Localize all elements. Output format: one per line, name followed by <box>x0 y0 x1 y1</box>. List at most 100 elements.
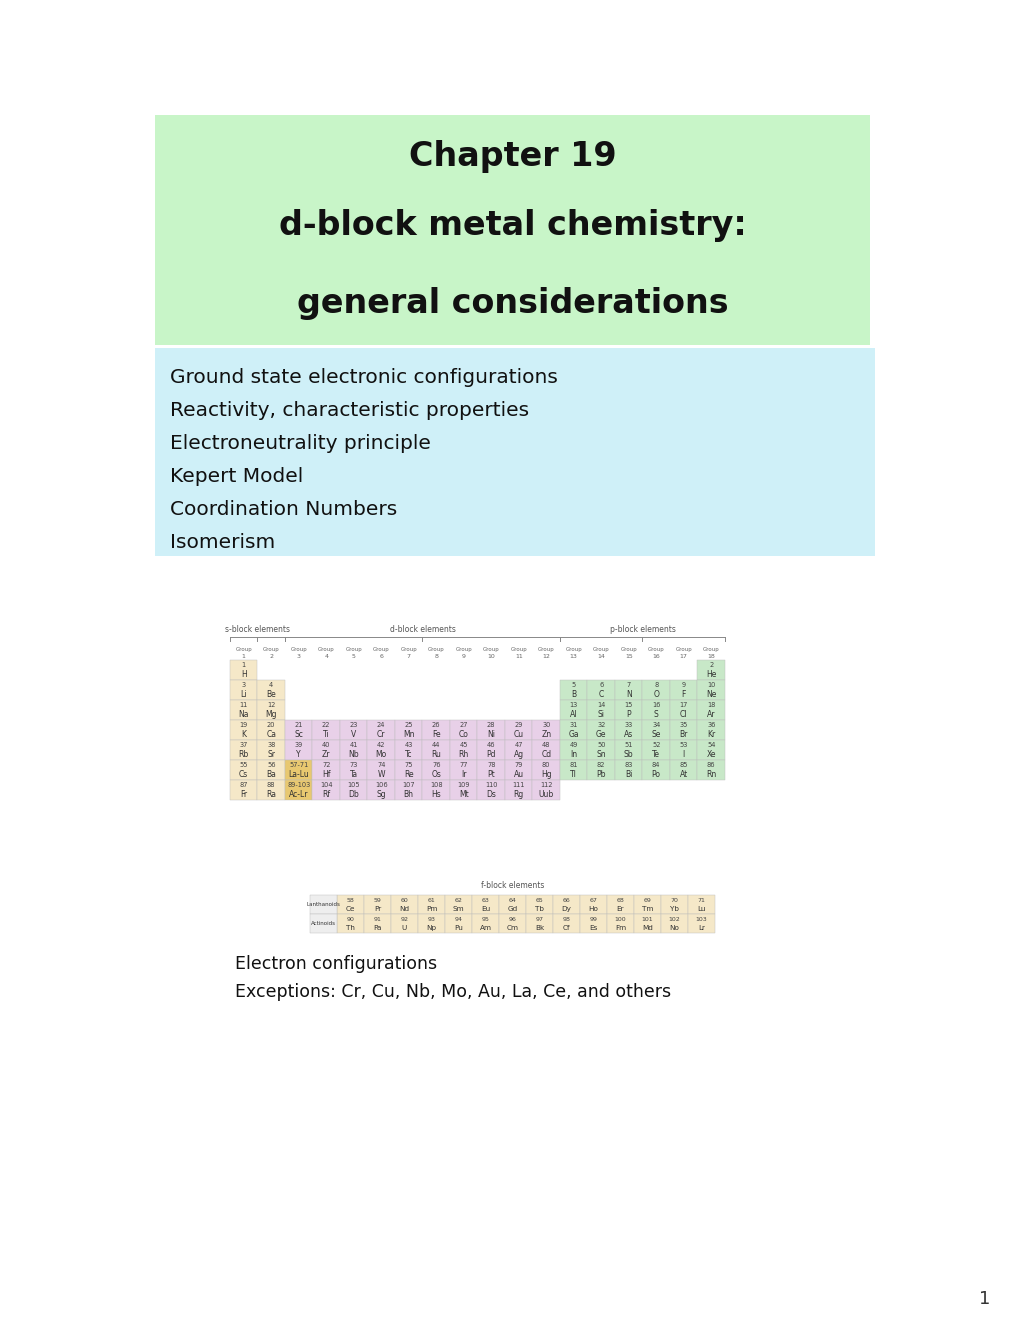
FancyBboxPatch shape <box>504 780 532 800</box>
Text: 109: 109 <box>458 783 470 788</box>
Text: 35: 35 <box>679 722 687 729</box>
Text: 4: 4 <box>324 655 328 660</box>
Text: 105: 105 <box>347 783 360 788</box>
Text: 14: 14 <box>597 655 604 660</box>
Text: Zn: Zn <box>541 730 551 739</box>
Text: Nd: Nd <box>399 906 410 912</box>
FancyBboxPatch shape <box>367 719 394 741</box>
Text: No: No <box>668 925 679 931</box>
Text: Ag: Ag <box>514 750 524 759</box>
Text: 83: 83 <box>624 763 633 768</box>
Text: 94: 94 <box>454 916 462 921</box>
Text: Lr: Lr <box>697 925 704 931</box>
FancyBboxPatch shape <box>257 760 284 780</box>
Text: N: N <box>626 690 631 700</box>
Text: Hs: Hs <box>431 791 440 799</box>
Text: 5: 5 <box>352 655 356 660</box>
Text: Pb: Pb <box>596 770 605 779</box>
Text: Cf: Cf <box>562 925 570 931</box>
Text: 102: 102 <box>668 916 680 921</box>
FancyBboxPatch shape <box>498 913 526 933</box>
Text: Tb: Tb <box>535 906 543 912</box>
Text: Ba: Ba <box>266 770 276 779</box>
FancyBboxPatch shape <box>449 780 477 800</box>
Text: 7: 7 <box>626 682 631 689</box>
Text: 11: 11 <box>239 702 248 709</box>
FancyBboxPatch shape <box>532 741 559 760</box>
FancyBboxPatch shape <box>614 760 642 780</box>
Text: Gd: Gd <box>506 906 517 912</box>
Text: Br: Br <box>679 730 687 739</box>
Text: 23: 23 <box>350 722 358 729</box>
Text: Ground state electronic configurations: Ground state electronic configurations <box>170 368 557 387</box>
Text: La-Lu: La-Lu <box>288 770 309 779</box>
Text: Group: Group <box>235 648 252 652</box>
Text: Electron configurations: Electron configurations <box>234 954 437 973</box>
Text: Cs: Cs <box>238 770 249 779</box>
Text: 56: 56 <box>267 763 275 768</box>
Text: 12: 12 <box>542 655 549 660</box>
Text: Sr: Sr <box>267 750 275 759</box>
FancyBboxPatch shape <box>532 719 559 741</box>
Text: 90: 90 <box>346 916 354 921</box>
Text: Y: Y <box>297 750 301 759</box>
FancyBboxPatch shape <box>634 913 660 933</box>
Text: 4: 4 <box>269 682 273 689</box>
Text: 31: 31 <box>569 722 578 729</box>
Text: Group: Group <box>482 648 499 652</box>
Text: Sn: Sn <box>596 750 605 759</box>
FancyBboxPatch shape <box>449 719 477 741</box>
FancyBboxPatch shape <box>284 760 312 780</box>
Text: Group: Group <box>427 648 444 652</box>
Text: Fm: Fm <box>614 925 626 931</box>
FancyBboxPatch shape <box>606 913 634 933</box>
Text: Sm: Sm <box>452 906 464 912</box>
Text: Uub: Uub <box>538 791 553 799</box>
FancyBboxPatch shape <box>444 913 472 933</box>
Text: 58: 58 <box>346 898 354 903</box>
Text: Kepert Model: Kepert Model <box>170 467 303 486</box>
Text: Li: Li <box>240 690 247 700</box>
Text: general considerations: general considerations <box>297 286 728 321</box>
Text: 89-103: 89-103 <box>286 783 310 788</box>
Text: 18: 18 <box>707 655 714 660</box>
FancyBboxPatch shape <box>310 895 336 913</box>
Text: S: S <box>653 710 658 719</box>
FancyBboxPatch shape <box>422 719 449 741</box>
Text: 13: 13 <box>569 702 578 709</box>
FancyBboxPatch shape <box>697 719 725 741</box>
FancyBboxPatch shape <box>587 700 614 719</box>
FancyBboxPatch shape <box>642 700 669 719</box>
Text: In: In <box>570 750 577 759</box>
Text: 104: 104 <box>320 783 332 788</box>
Text: Mn: Mn <box>403 730 414 739</box>
Text: 20: 20 <box>267 722 275 729</box>
Text: f-block elements: f-block elements <box>480 880 544 890</box>
Text: 7: 7 <box>407 655 411 660</box>
Text: Ra: Ra <box>266 791 276 799</box>
Text: 12: 12 <box>267 702 275 709</box>
Text: As: As <box>624 730 633 739</box>
Text: 100: 100 <box>614 916 626 921</box>
FancyBboxPatch shape <box>552 895 580 913</box>
FancyBboxPatch shape <box>444 895 472 913</box>
Text: Rg: Rg <box>514 791 524 799</box>
FancyBboxPatch shape <box>155 115 869 345</box>
FancyBboxPatch shape <box>552 913 580 933</box>
FancyBboxPatch shape <box>559 719 587 741</box>
Text: 69: 69 <box>643 898 651 903</box>
Text: 84: 84 <box>651 763 660 768</box>
FancyBboxPatch shape <box>394 760 422 780</box>
Text: Al: Al <box>570 710 577 719</box>
Text: 77: 77 <box>459 763 468 768</box>
Text: Cl: Cl <box>680 710 687 719</box>
Text: 91: 91 <box>373 916 381 921</box>
Text: 76: 76 <box>432 763 440 768</box>
Text: 1: 1 <box>242 655 246 660</box>
Text: 67: 67 <box>589 898 597 903</box>
Text: 49: 49 <box>569 742 578 748</box>
Text: Electroneutrality principle: Electroneutrality principle <box>170 434 430 453</box>
FancyBboxPatch shape <box>418 913 444 933</box>
Text: Zr: Zr <box>322 750 330 759</box>
Text: 68: 68 <box>616 898 624 903</box>
